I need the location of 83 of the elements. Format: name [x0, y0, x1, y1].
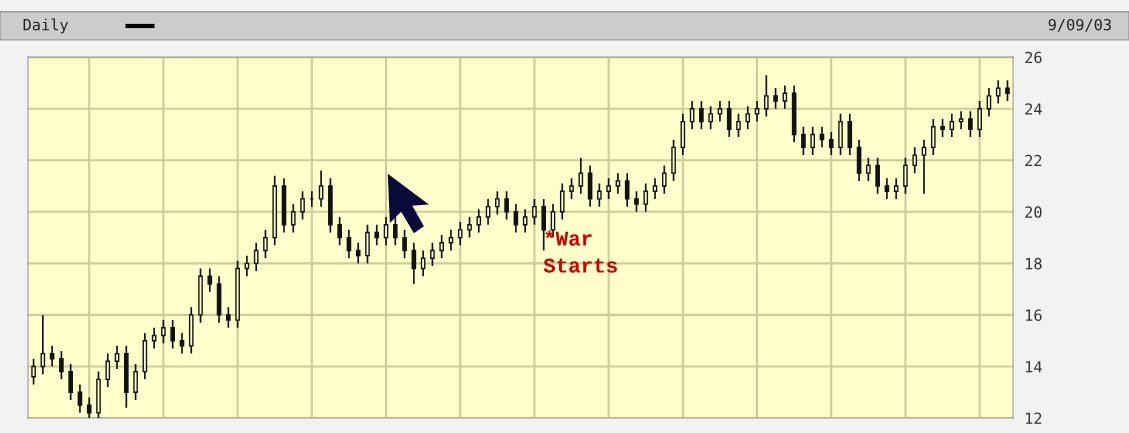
candlestick — [615, 172, 621, 195]
candlestick — [773, 87, 778, 110]
candlestick — [105, 352, 111, 388]
candlestick — [828, 131, 834, 156]
candlestick — [1005, 79, 1010, 102]
candlestick — [337, 216, 342, 247]
candlestick — [643, 182, 649, 213]
candlestick — [59, 350, 64, 381]
candlestick — [318, 169, 324, 208]
candlestick — [977, 100, 982, 138]
chart-title: Daily — [23, 18, 68, 34]
candlestick — [754, 100, 760, 123]
candlestick — [968, 110, 973, 138]
candlestick — [606, 177, 611, 200]
candlestick — [958, 110, 964, 131]
candlestick — [801, 125, 806, 156]
candlestick — [476, 208, 482, 234]
candlestick — [114, 345, 120, 370]
candlestick — [597, 182, 602, 208]
candlestick — [68, 363, 73, 401]
candlestick — [810, 125, 816, 156]
candlestick — [717, 100, 723, 123]
candlestick — [559, 182, 565, 221]
candlestick — [726, 100, 732, 138]
candlestick — [764, 74, 769, 118]
y-tick-label: 14 — [1026, 361, 1042, 373]
candlestick — [485, 198, 491, 226]
candlestick — [652, 177, 658, 200]
candlestick — [392, 216, 398, 247]
candlestick — [921, 138, 927, 195]
candlestick — [31, 357, 36, 386]
candlestick — [532, 198, 537, 226]
candlestick — [940, 118, 945, 138]
candlestick — [522, 208, 528, 234]
y-tick-label: 16 — [1026, 309, 1042, 321]
candlestick — [504, 190, 509, 221]
candlestick — [949, 113, 955, 138]
candlestick — [912, 146, 918, 174]
y-tick-label: 26 — [1025, 51, 1042, 64]
candlestick — [365, 223, 370, 265]
y-tick-label: 24 — [1025, 103, 1042, 115]
candlestick — [86, 396, 92, 419]
candlestick — [226, 306, 231, 329]
annotation: *War Starts — [543, 230, 617, 273]
candlestick — [699, 100, 704, 131]
candlestick — [467, 216, 472, 239]
candlestick — [578, 156, 584, 195]
candlestick — [457, 221, 463, 247]
y-tick-label: 20 — [1025, 206, 1042, 218]
candlestick — [161, 319, 166, 345]
candlestick — [745, 105, 751, 131]
candlestick — [866, 156, 871, 182]
candlestick — [893, 177, 899, 200]
candlestick — [495, 190, 500, 216]
candlestick — [207, 267, 213, 293]
candlestick — [736, 113, 741, 138]
candlestick — [263, 229, 268, 260]
candlestick — [903, 156, 908, 195]
y-tick-label: 18 — [1026, 257, 1042, 270]
candlestick — [661, 164, 667, 195]
candlestick — [995, 79, 1001, 105]
candlestick — [290, 203, 296, 234]
candlestick — [782, 84, 788, 110]
candlestick — [884, 177, 890, 200]
y-tick-label: 22 — [1025, 154, 1042, 167]
candlestick — [133, 363, 138, 401]
candlestick — [179, 332, 185, 355]
candlestick — [624, 172, 630, 208]
candlestick — [439, 234, 445, 260]
candlestick — [170, 319, 176, 350]
text: 9/09/03 — [1048, 18, 1111, 32]
y-tick-label: 12 — [1026, 412, 1042, 424]
candlestick — [300, 190, 305, 221]
candlestick — [708, 105, 713, 131]
candlestick — [569, 177, 574, 200]
candlestick — [430, 241, 435, 267]
candlestick — [374, 223, 380, 247]
candlestick — [930, 118, 936, 156]
candlestick — [402, 229, 407, 260]
candlestick — [634, 190, 639, 213]
candlestick — [875, 156, 880, 195]
candlestick — [541, 198, 547, 252]
candlestick — [355, 241, 361, 265]
